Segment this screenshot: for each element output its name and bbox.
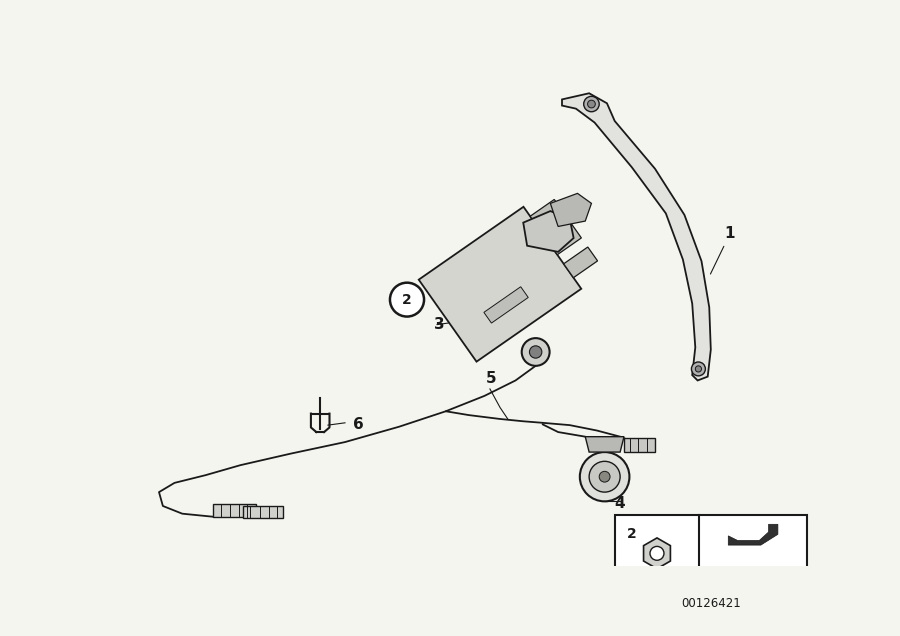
Circle shape	[390, 282, 424, 317]
Text: 2: 2	[402, 293, 412, 307]
Polygon shape	[243, 506, 283, 518]
Polygon shape	[523, 211, 573, 252]
Circle shape	[529, 346, 542, 358]
Circle shape	[584, 96, 599, 112]
Circle shape	[580, 452, 629, 501]
Text: 5: 5	[486, 371, 497, 386]
Polygon shape	[551, 193, 591, 226]
Circle shape	[599, 471, 610, 482]
Polygon shape	[213, 504, 256, 517]
Bar	[615, 515, 807, 584]
Circle shape	[650, 546, 664, 560]
Polygon shape	[644, 538, 670, 569]
Polygon shape	[624, 438, 655, 452]
Text: 4: 4	[615, 495, 626, 511]
Polygon shape	[530, 200, 564, 230]
Polygon shape	[418, 207, 581, 362]
Text: 00126421: 00126421	[681, 597, 741, 610]
Text: 1: 1	[710, 226, 735, 274]
Circle shape	[590, 461, 620, 492]
Polygon shape	[585, 437, 624, 452]
Text: 2: 2	[627, 527, 637, 541]
Polygon shape	[563, 247, 598, 278]
Text: 6: 6	[353, 417, 364, 432]
Polygon shape	[547, 224, 581, 255]
Circle shape	[522, 338, 550, 366]
Circle shape	[696, 366, 701, 372]
Circle shape	[588, 100, 595, 108]
Circle shape	[691, 362, 706, 376]
Polygon shape	[484, 287, 528, 323]
Text: 3: 3	[434, 317, 445, 332]
Polygon shape	[562, 93, 711, 380]
Polygon shape	[728, 524, 778, 545]
